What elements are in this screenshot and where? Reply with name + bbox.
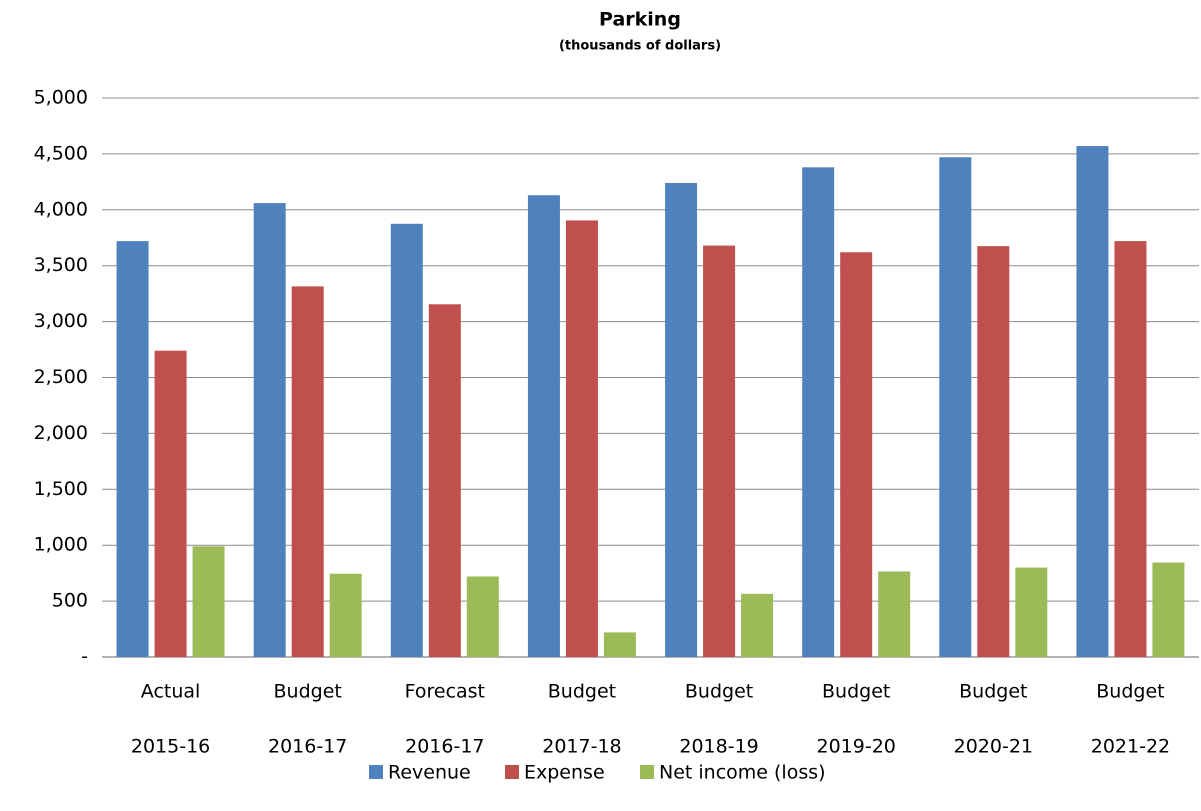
- x-tick-label: 2016-17: [268, 736, 347, 758]
- x-tick-label: 2019-20: [816, 736, 895, 758]
- y-tick-label: 1,500: [34, 478, 88, 500]
- bar: [939, 157, 972, 657]
- bar: [1076, 146, 1109, 657]
- legend-label: Revenue: [388, 762, 471, 784]
- bar: [428, 304, 461, 657]
- x-tick-label: Budget: [959, 681, 1027, 703]
- chart-subtitle: (thousands of dollars): [559, 39, 721, 54]
- bar: [1015, 567, 1048, 657]
- bar: [741, 593, 774, 657]
- bar: [565, 220, 598, 657]
- y-tick-label: 500: [52, 590, 88, 612]
- x-tick-label: Budget: [822, 681, 890, 703]
- legend-label: Expense: [524, 762, 605, 784]
- x-tick-label: 2018-19: [679, 736, 758, 758]
- bar: [291, 286, 324, 657]
- bar: [703, 245, 736, 658]
- bar: [878, 571, 911, 657]
- y-tick-label: 2,500: [34, 366, 88, 388]
- x-tick-label: Budget: [1096, 681, 1164, 703]
- bar: [802, 167, 835, 658]
- x-tick-label: 2016-17: [405, 736, 484, 758]
- x-tick-label: 2020-21: [954, 736, 1033, 758]
- y-tick-label: 1,000: [34, 534, 88, 556]
- legend-label: Net income (loss): [659, 762, 826, 784]
- x-tick-label: 2021-22: [1091, 736, 1170, 758]
- bar: [154, 350, 187, 657]
- x-tick-label: 2017-18: [542, 736, 621, 758]
- bar: [192, 546, 225, 657]
- x-tick-label: Budget: [548, 681, 616, 703]
- bar: [390, 223, 423, 657]
- legend-swatch: [505, 765, 519, 779]
- bar: [603, 632, 636, 657]
- bar: [253, 203, 286, 658]
- y-tick-label: -: [81, 646, 88, 668]
- bar: [116, 241, 149, 657]
- bar: [665, 182, 698, 657]
- x-tick-label: Budget: [274, 681, 342, 703]
- x-tick-label: Forecast: [405, 681, 485, 703]
- y-tick-label: 4,000: [34, 198, 88, 220]
- y-tick-label: 3,000: [34, 310, 88, 332]
- legend-swatch: [640, 765, 654, 779]
- x-tick-label: Budget: [685, 681, 753, 703]
- chart-title: Parking: [599, 9, 681, 31]
- bar: [1152, 562, 1185, 657]
- legend-swatch: [369, 765, 383, 779]
- x-tick-label: Actual: [141, 681, 201, 703]
- y-tick-label: 2,000: [34, 422, 88, 444]
- y-tick-label: 5,000: [34, 87, 88, 109]
- x-tick-label: 2015-16: [131, 736, 210, 758]
- bar: [840, 252, 873, 657]
- bar: [527, 195, 560, 658]
- bar: [1114, 241, 1147, 657]
- bar: [466, 576, 499, 657]
- bar: [329, 573, 362, 657]
- y-tick-label: 3,500: [34, 254, 88, 276]
- y-tick-label: 4,500: [34, 142, 88, 164]
- bar: [977, 246, 1010, 657]
